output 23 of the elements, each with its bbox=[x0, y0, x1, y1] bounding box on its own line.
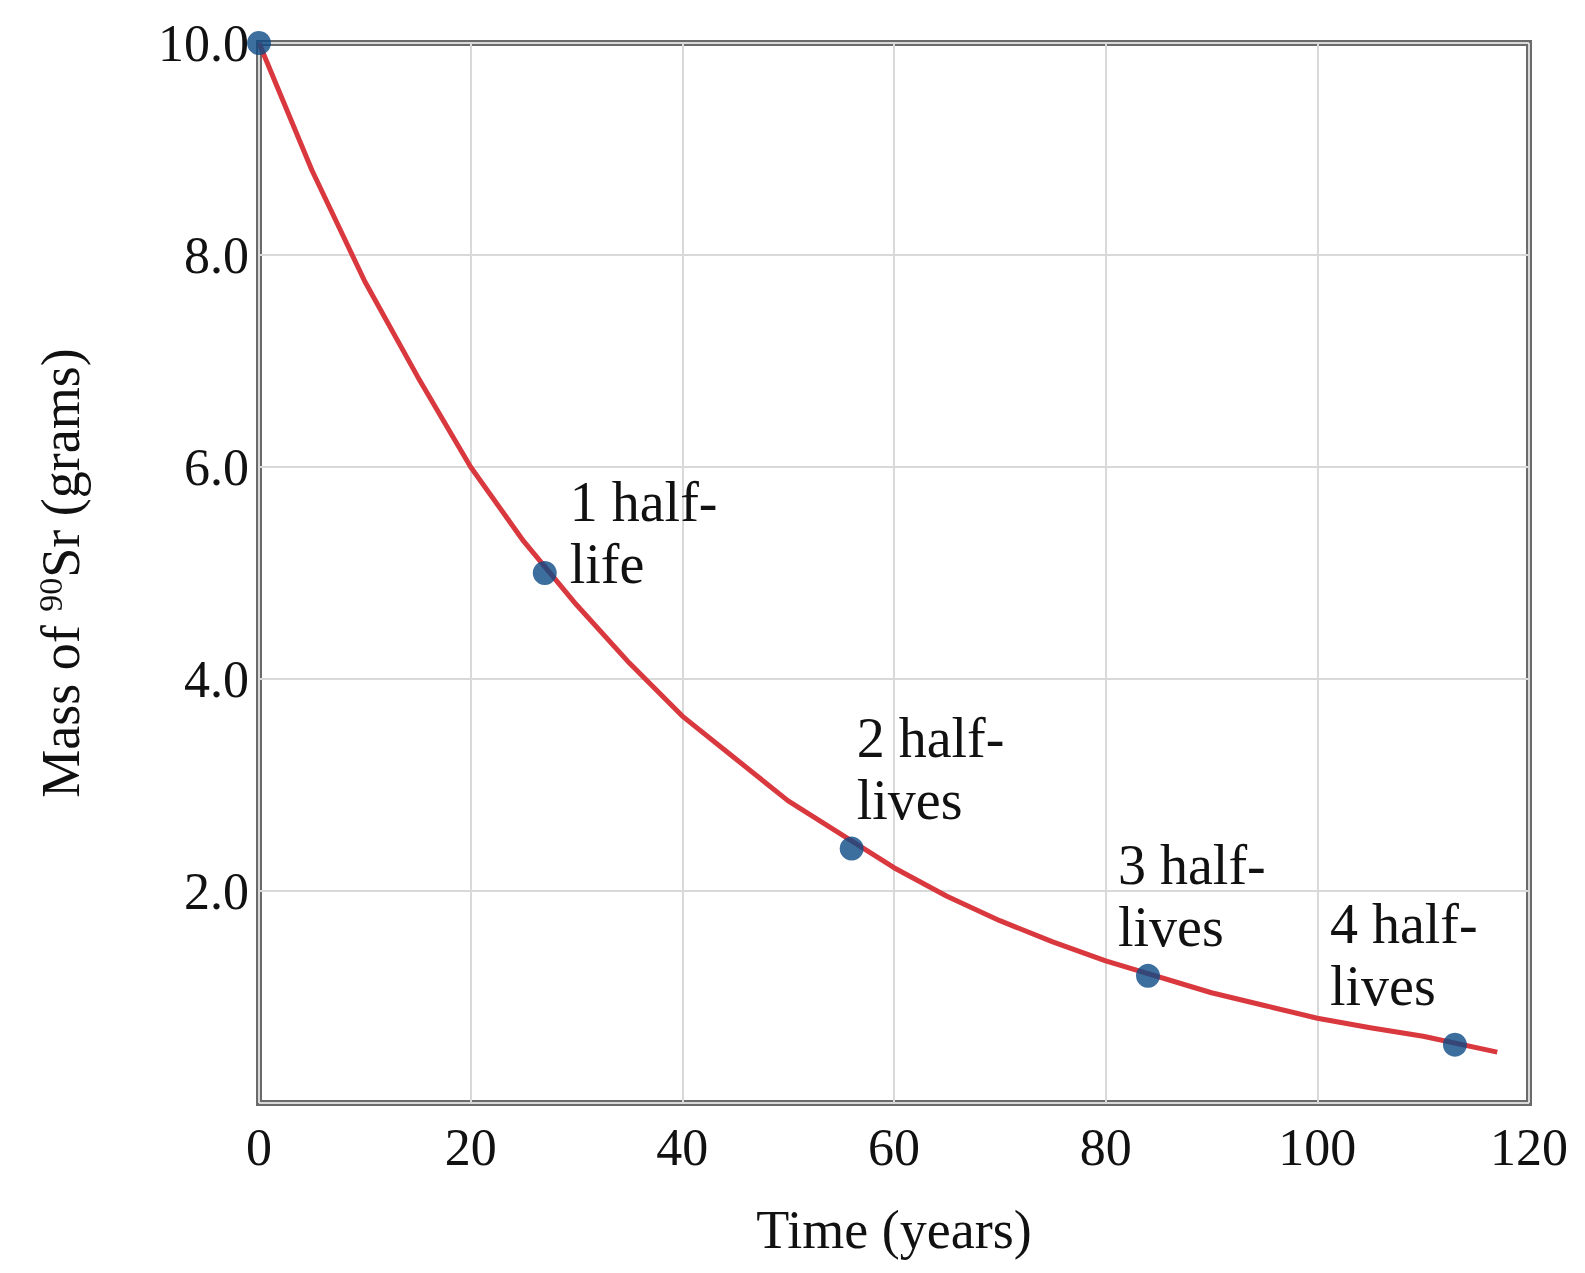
x-tick-label: 20 bbox=[444, 1118, 497, 1176]
annotation: 2 half- lives bbox=[856, 706, 1005, 831]
x-tick-label: 40 bbox=[656, 1118, 709, 1176]
point bbox=[532, 561, 557, 585]
y-tick-label: 4.0 bbox=[184, 650, 249, 708]
y-tick-label: 2.0 bbox=[184, 862, 249, 920]
x-tick-label: 0 bbox=[246, 1118, 272, 1176]
point bbox=[1136, 963, 1160, 988]
annotation: 3 half- lives bbox=[1118, 833, 1266, 958]
annotation: 4 half- lives bbox=[1329, 892, 1478, 1017]
y-tick-label: 6.0 bbox=[184, 438, 249, 496]
point bbox=[839, 836, 864, 861]
point bbox=[1442, 1032, 1467, 1057]
x-tick-label: 60 bbox=[868, 1118, 920, 1176]
x-tick-label: 100 bbox=[1278, 1118, 1357, 1176]
x-axis-title: Time (years) bbox=[756, 1200, 1032, 1260]
x-tick-label: 120 bbox=[1490, 1118, 1568, 1176]
x-tick-label: 80 bbox=[1079, 1118, 1132, 1176]
y-tick-label: 8.0 bbox=[184, 226, 249, 284]
point bbox=[247, 31, 271, 55]
annotation: 1 half- life bbox=[569, 471, 718, 595]
y-axis-title: Mass of 90Sr (grams) bbox=[31, 348, 91, 798]
y-tick-label: 10.0 bbox=[158, 14, 249, 72]
